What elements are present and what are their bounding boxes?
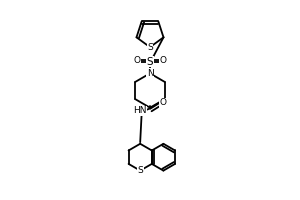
Text: N: N (147, 69, 153, 78)
Text: O: O (159, 98, 166, 107)
Text: S: S (147, 57, 153, 67)
Text: HN: HN (133, 106, 146, 115)
Text: S: S (137, 166, 143, 175)
Text: O: O (134, 56, 140, 65)
Text: S: S (147, 43, 153, 52)
Text: O: O (160, 56, 167, 65)
